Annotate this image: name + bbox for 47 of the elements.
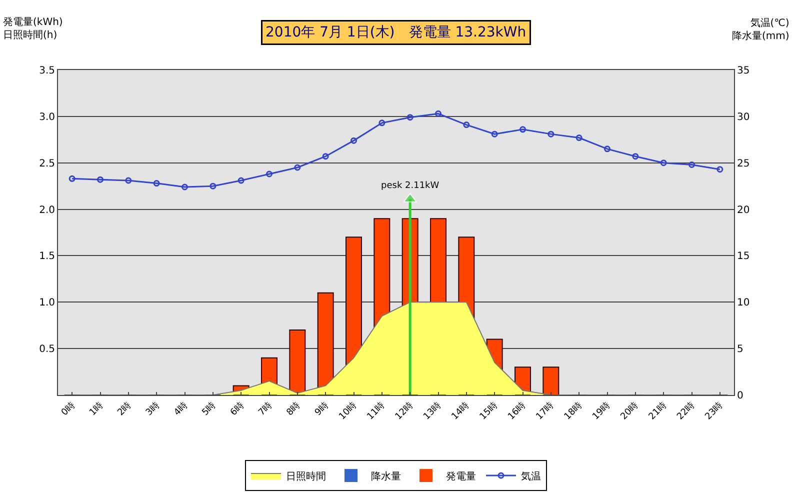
y-tick-label: 3.5: [39, 66, 55, 76]
legend-label: 発電量: [446, 471, 476, 482]
x-tick-label: 9時: [312, 400, 331, 418]
x-tick-label: 4時: [172, 400, 190, 418]
x-tick-label: 6時: [228, 400, 246, 418]
y-axis-title: 発電量(kWh) 日照時間(h): [3, 17, 63, 41]
x-tick-label: 21時: [646, 400, 669, 422]
y2-tick-label: 35: [737, 66, 750, 76]
legend-label: 気温: [521, 470, 541, 482]
x-tick-label: 10時: [336, 400, 360, 422]
x-tick-label: 20時: [618, 400, 641, 422]
y-tick-label: 1.0: [39, 298, 55, 309]
y2-tick-label: 0: [737, 390, 744, 402]
y-tick-label: 2.0: [39, 204, 55, 216]
x-tick-label: 7時: [256, 400, 275, 418]
x-tick-label: 18時: [562, 400, 584, 422]
x-tick-label: 13時: [421, 400, 444, 422]
y2-tick-label: 20: [737, 204, 750, 216]
y2-tick-label: 15: [737, 251, 750, 262]
chart-title: 2010年 7月 1日(木) 発電量 13.23kWh: [266, 24, 526, 40]
y-tick-label: 2.5: [39, 158, 55, 170]
y2-tick-label: 5: [737, 344, 744, 356]
y-tick-label: 3.0: [39, 112, 55, 123]
x-tick-label: 3時: [144, 400, 162, 418]
x-tick-label: 5時: [200, 400, 218, 418]
x-tick-label: 0時: [59, 400, 78, 418]
x-tick-label: 16時: [506, 400, 528, 422]
x-tick-label: 22時: [674, 400, 698, 422]
y2-tick-label: 25: [737, 158, 750, 170]
y-tick-label: 0.5: [39, 344, 55, 356]
x-tick-label: 2時: [116, 400, 134, 418]
y-tick-label: 1.5: [39, 251, 55, 262]
legend-label: 降水量: [371, 470, 401, 482]
x-tick-label: 23時: [702, 400, 726, 422]
x-tick-label: 15時: [478, 400, 500, 422]
y2-tick-label: 30: [737, 112, 750, 123]
y2-tick-label: 10: [737, 298, 750, 309]
x-tick-label: 19時: [590, 400, 613, 422]
legend-label: 日照時間: [286, 470, 326, 482]
x-tick-label: 12時: [393, 400, 416, 422]
y2-axis-title: 気温(℃) 降水量(mm): [732, 17, 790, 42]
x-tick-label: 14時: [449, 400, 472, 422]
x-tick-label: 17時: [534, 400, 556, 422]
x-tick-label: 11時: [364, 400, 388, 422]
annotation: pesk 2.11kW: [381, 181, 440, 191]
x-tick-label: 8時: [284, 400, 303, 418]
x-tick-label: 1時: [87, 400, 106, 418]
